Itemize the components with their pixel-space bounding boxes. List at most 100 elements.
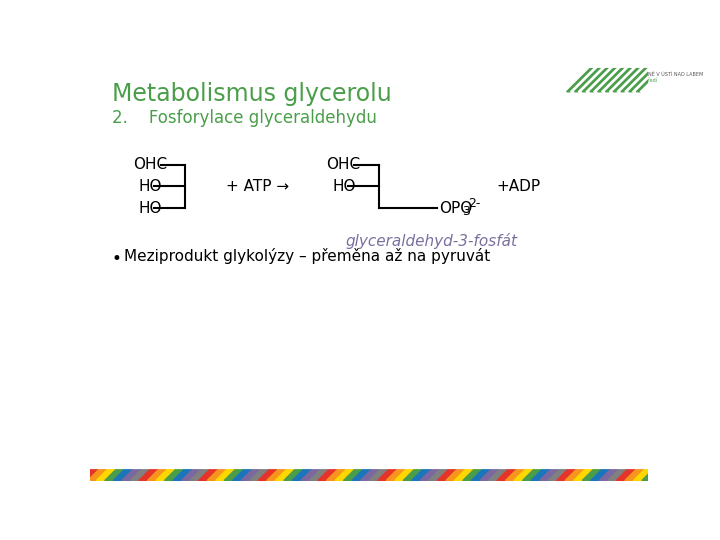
Polygon shape: [284, 470, 303, 481]
Polygon shape: [266, 470, 286, 481]
Polygon shape: [437, 470, 456, 481]
Polygon shape: [318, 470, 337, 481]
Polygon shape: [710, 470, 720, 481]
Polygon shape: [386, 470, 405, 481]
Polygon shape: [634, 470, 652, 481]
Text: UNIVERZITA J.E. PURKYNĚ V ÚSTÍ NAD LABEM: UNIVERZITA J.E. PURKYNĚ V ÚSTÍ NAD LABEM: [593, 71, 703, 77]
Polygon shape: [539, 470, 559, 481]
Text: •: •: [112, 249, 122, 268]
Text: 2.    Fosforylace glyceraldehydu: 2. Fosforylace glyceraldehydu: [112, 110, 377, 127]
Polygon shape: [574, 470, 593, 481]
Polygon shape: [412, 470, 431, 481]
Polygon shape: [531, 470, 550, 481]
Polygon shape: [352, 470, 372, 481]
Polygon shape: [505, 470, 525, 481]
Polygon shape: [621, 69, 648, 92]
Text: + ATP →: + ATP →: [225, 179, 289, 194]
Polygon shape: [601, 69, 629, 92]
Polygon shape: [472, 470, 490, 481]
Polygon shape: [292, 470, 312, 481]
Polygon shape: [565, 470, 585, 481]
Polygon shape: [685, 470, 704, 481]
Text: HO: HO: [333, 179, 356, 194]
Text: OPO: OPO: [438, 200, 472, 215]
Text: HO: HO: [139, 179, 162, 194]
Text: +ADP: +ADP: [497, 179, 541, 194]
Text: HO: HO: [139, 200, 162, 215]
Polygon shape: [275, 470, 294, 481]
Polygon shape: [523, 470, 542, 481]
Polygon shape: [676, 470, 696, 481]
Polygon shape: [463, 470, 482, 481]
Polygon shape: [79, 470, 99, 481]
Polygon shape: [693, 470, 712, 481]
Polygon shape: [557, 470, 576, 481]
Polygon shape: [642, 470, 661, 481]
Polygon shape: [594, 69, 621, 92]
Polygon shape: [590, 69, 617, 92]
Polygon shape: [629, 69, 656, 92]
Polygon shape: [258, 470, 277, 481]
Polygon shape: [480, 470, 499, 481]
Polygon shape: [96, 470, 116, 481]
Polygon shape: [640, 69, 667, 92]
Polygon shape: [139, 470, 158, 481]
Polygon shape: [428, 470, 448, 481]
Polygon shape: [173, 470, 192, 481]
Polygon shape: [719, 470, 720, 481]
Polygon shape: [582, 470, 601, 481]
Polygon shape: [625, 69, 652, 92]
Polygon shape: [488, 470, 508, 481]
Polygon shape: [156, 470, 175, 481]
Polygon shape: [224, 470, 243, 481]
Polygon shape: [199, 470, 218, 481]
Polygon shape: [250, 470, 269, 481]
Polygon shape: [395, 470, 414, 481]
Polygon shape: [598, 69, 625, 92]
Text: Metabolismus glycerolu: Metabolismus glycerolu: [112, 82, 392, 106]
Polygon shape: [369, 470, 388, 481]
Polygon shape: [403, 470, 423, 481]
Polygon shape: [590, 470, 610, 481]
Polygon shape: [207, 470, 226, 481]
Text: 3: 3: [462, 205, 470, 218]
Polygon shape: [667, 470, 687, 481]
Polygon shape: [88, 470, 107, 481]
Polygon shape: [613, 69, 640, 92]
Text: Meziprodukt glykolýzy – přeměna až na pyruvát: Meziprodukt glykolýzy – přeměna až na py…: [124, 248, 490, 264]
Polygon shape: [659, 470, 678, 481]
Polygon shape: [310, 470, 329, 481]
Polygon shape: [567, 69, 594, 92]
Polygon shape: [181, 470, 201, 481]
Polygon shape: [609, 69, 636, 92]
Polygon shape: [148, 470, 167, 481]
Polygon shape: [650, 470, 670, 481]
Polygon shape: [190, 470, 210, 481]
Polygon shape: [497, 470, 516, 481]
Polygon shape: [233, 470, 252, 481]
Polygon shape: [514, 470, 534, 481]
Polygon shape: [636, 69, 664, 92]
Polygon shape: [335, 470, 354, 481]
Polygon shape: [454, 470, 474, 481]
Polygon shape: [701, 470, 720, 481]
Polygon shape: [575, 69, 601, 92]
Polygon shape: [343, 470, 363, 481]
Polygon shape: [164, 470, 184, 481]
Text: OHC: OHC: [326, 157, 361, 172]
Polygon shape: [420, 470, 439, 481]
Polygon shape: [122, 470, 141, 481]
Polygon shape: [326, 470, 346, 481]
Text: OHC: OHC: [132, 157, 167, 172]
Text: glyceraldehyd-3-fosfát: glyceraldehyd-3-fosfát: [346, 233, 518, 248]
Polygon shape: [215, 470, 235, 481]
Polygon shape: [113, 470, 132, 481]
Polygon shape: [586, 69, 613, 92]
Polygon shape: [241, 470, 261, 481]
Polygon shape: [625, 470, 644, 481]
Polygon shape: [578, 69, 606, 92]
Text: Fakulta životního prostředí: Fakulta životního prostředí: [593, 78, 657, 83]
Polygon shape: [606, 69, 632, 92]
Polygon shape: [599, 470, 618, 481]
Polygon shape: [616, 470, 636, 481]
